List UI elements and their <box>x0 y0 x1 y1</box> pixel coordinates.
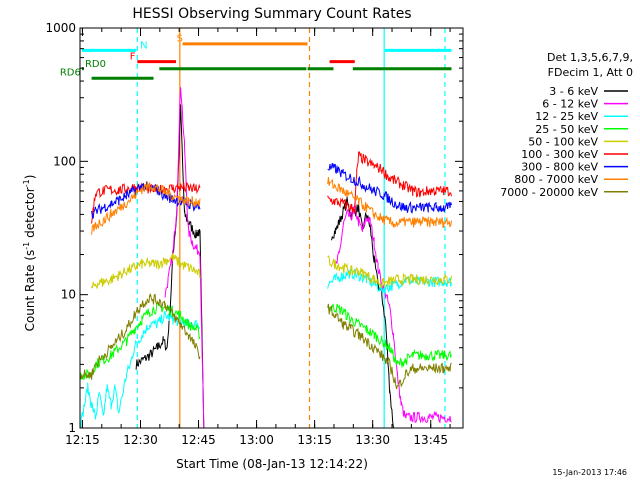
y-axis-label-part1: Count Rate (s <box>23 250 37 332</box>
y-axis-label-part2: detector <box>23 187 37 242</box>
x-tick-label-0: 12:15 <box>65 433 100 447</box>
flag-label-4: RD6 <box>60 68 81 79</box>
y-tick-label-0: 1 <box>68 421 76 435</box>
axis-layer: 1 10 100 1000 12:15 12:30 12:45 13:00 13:15 13:30… <box>45 21 464 447</box>
legend-entry-label-6: 300 - 800 keV <box>521 161 598 174</box>
plot-frame <box>79 27 464 429</box>
legend-entry-label-2: 12 - 25 keV <box>535 110 598 123</box>
flag-label-3: RD0 <box>85 59 106 70</box>
legend-entry-label-0: 3 - 6 keV <box>549 85 598 98</box>
y-axis-label-part3: ) <box>23 175 37 180</box>
legend-entry-label-5: 100 - 300 keV <box>521 148 598 161</box>
series-line-6 <box>91 163 452 219</box>
y-tick-label-1: 10 <box>61 288 76 302</box>
legend-entry-label-4: 50 - 100 keV <box>528 135 598 148</box>
legend-entry-label-3: 25 - 50 keV <box>535 123 598 136</box>
series-line-1 <box>164 87 452 429</box>
legend-entry-label-7: 800 - 7000 keV <box>514 173 598 186</box>
flag-label-0: N <box>140 41 147 52</box>
chart-title: HESSI Observing Summary Count Rates <box>132 6 411 22</box>
x-tick-label-2: 12:45 <box>181 433 216 447</box>
flag-label-2: S <box>177 34 183 45</box>
legend-decimation-line: FDecim 1, Att 0 <box>548 66 633 79</box>
y-tick-label-3: 1000 <box>45 21 76 35</box>
x-tick-label-6: 13:45 <box>413 433 448 447</box>
legend-detector-line: Det 1,3,5,6,7,9, <box>547 51 633 64</box>
generation-timestamp: 15-Jan-2013 17:46 <box>552 468 627 477</box>
legend-entry-label-1: 6 - 12 keV <box>542 98 598 111</box>
series-line-7 <box>91 177 452 235</box>
x-axis-label: Start Time (08-Jan-13 12:14:22) <box>176 457 368 471</box>
plot-layer: NF S RD0 RD6 <box>60 28 452 429</box>
legend-entry-label-8: 7000 - 20000 keV <box>500 186 598 199</box>
x-tick-label-5: 13:30 <box>355 433 390 447</box>
flag-label-1: F <box>130 52 136 63</box>
series-line-8 <box>79 293 452 390</box>
y-axis-label: Count Rate (s-1 detector-1) <box>22 175 37 332</box>
x-tick-label-4: 13:15 <box>297 433 332 447</box>
y-tick-label-2: 100 <box>53 154 76 168</box>
y-axis-label-sup2: -1 <box>22 179 31 187</box>
y-axis-label-sup1: -1 <box>22 242 31 250</box>
series-line-4 <box>91 253 452 289</box>
x-tick-label-1: 12:30 <box>123 433 158 447</box>
x-tick-label-3: 13:00 <box>239 433 274 447</box>
